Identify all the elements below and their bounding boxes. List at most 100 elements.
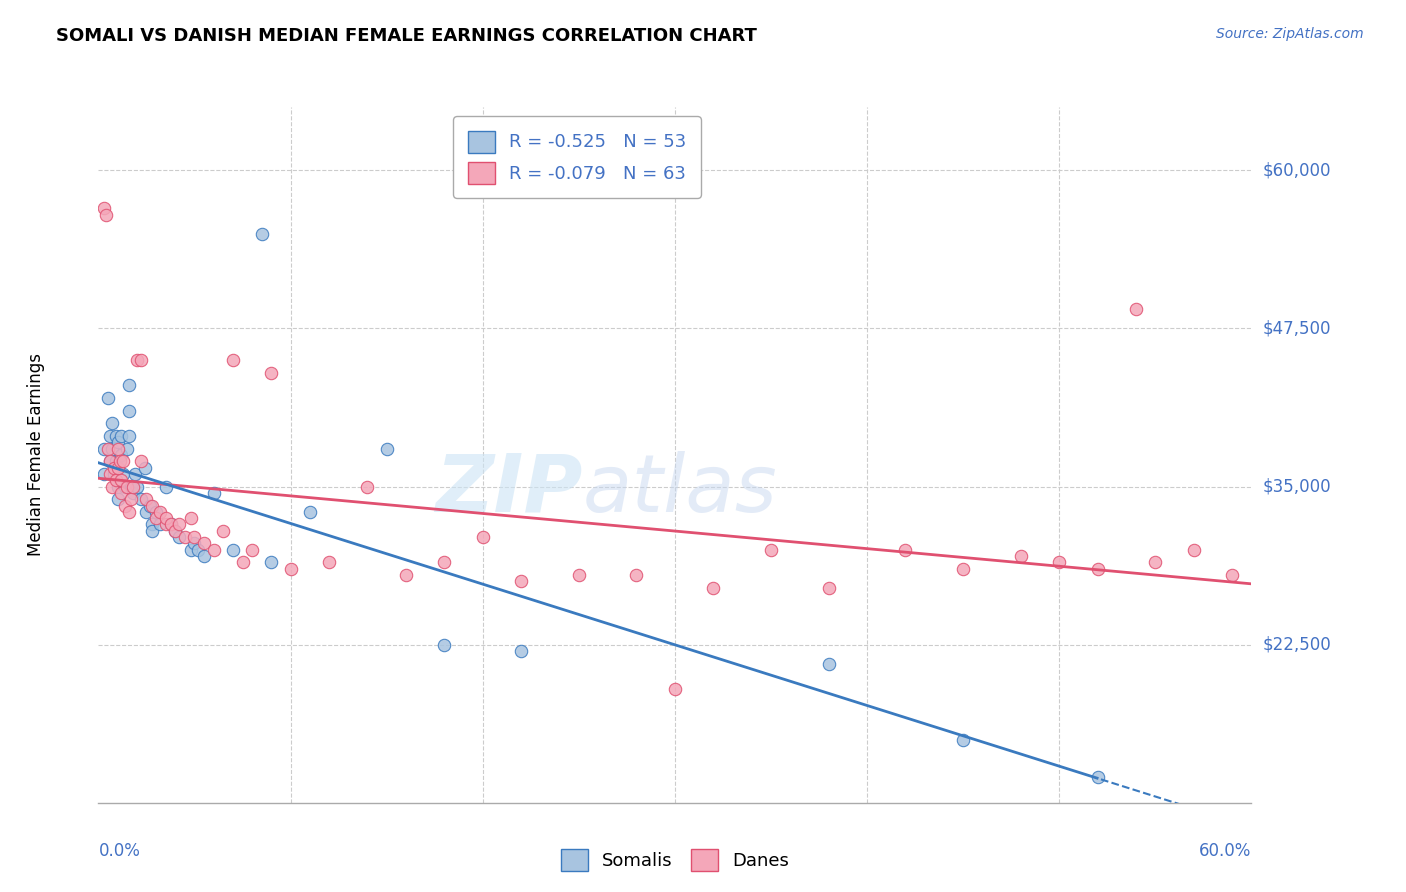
Point: [165, 524, 187, 538]
Point: [98, 467, 121, 481]
Point: [135, 492, 157, 507]
Point: [193, 536, 215, 550]
Point: [1087, 562, 1109, 576]
Point: [110, 473, 132, 487]
Point: [124, 467, 146, 481]
Point: [141, 524, 163, 538]
Point: [97, 391, 120, 405]
Point: [1125, 302, 1147, 317]
Point: [103, 460, 125, 475]
Point: [180, 511, 202, 525]
Point: [118, 505, 141, 519]
Point: [108, 454, 131, 468]
Point: [260, 366, 283, 380]
Point: [107, 442, 129, 456]
Text: SOMALI VS DANISH MEDIAN FEMALE EARNINGS CORRELATION CHART: SOMALI VS DANISH MEDIAN FEMALE EARNINGS …: [56, 27, 756, 45]
Point: [104, 429, 127, 443]
Point: [141, 517, 163, 532]
Point: [98, 429, 121, 443]
Text: $60,000: $60,000: [1263, 161, 1331, 179]
Text: Source: ZipAtlas.com: Source: ZipAtlas.com: [1216, 27, 1364, 41]
Text: ZIP: ZIP: [436, 450, 582, 529]
Point: [129, 454, 152, 468]
Text: 60.0%: 60.0%: [1199, 842, 1251, 860]
Point: [134, 460, 156, 475]
Point: [167, 517, 190, 532]
Point: [93, 467, 115, 481]
Point: [110, 448, 132, 462]
Point: [118, 403, 141, 417]
Text: $35,000: $35,000: [1263, 477, 1331, 496]
Legend: R = -0.525   N = 53, R = -0.079   N = 63: R = -0.525 N = 53, R = -0.079 N = 63: [453, 116, 702, 198]
Point: [94, 208, 117, 222]
Point: [98, 454, 121, 468]
Point: [114, 479, 136, 493]
Point: [149, 517, 172, 532]
Point: [149, 505, 172, 519]
Point: [894, 542, 917, 557]
Point: [952, 562, 974, 576]
Legend: Somalis, Danes: Somalis, Danes: [554, 842, 796, 879]
Point: [117, 479, 138, 493]
Point: [174, 530, 197, 544]
Point: [122, 479, 145, 493]
Point: [135, 505, 157, 519]
Point: [155, 511, 177, 525]
Point: [626, 568, 648, 582]
Point: [187, 542, 209, 557]
Point: [107, 435, 129, 450]
Point: [250, 227, 273, 241]
Point: [240, 542, 263, 557]
Point: [180, 542, 202, 557]
Point: [222, 542, 245, 557]
Point: [139, 499, 162, 513]
Point: [702, 581, 724, 595]
Point: [118, 378, 141, 392]
Point: [510, 574, 533, 589]
Point: [183, 536, 205, 550]
Point: [101, 479, 124, 493]
Point: [260, 556, 283, 570]
Point: [433, 556, 456, 570]
Point: [212, 524, 235, 538]
Point: [817, 657, 839, 671]
Point: [165, 524, 187, 538]
Text: $47,500: $47,500: [1263, 319, 1331, 337]
Point: [98, 454, 121, 468]
Point: [1220, 568, 1243, 582]
Point: [160, 517, 183, 532]
Point: [145, 505, 167, 519]
Point: [125, 353, 148, 368]
Point: [93, 201, 115, 215]
Point: [107, 492, 129, 507]
Point: [101, 417, 124, 431]
Text: $22,500: $22,500: [1263, 636, 1331, 654]
Point: [202, 542, 225, 557]
Point: [129, 492, 152, 507]
Point: [510, 644, 533, 658]
Point: [1182, 542, 1205, 557]
Point: [107, 460, 129, 475]
Point: [145, 511, 167, 525]
Point: [568, 568, 591, 582]
Point: [112, 454, 135, 468]
Point: [129, 353, 152, 368]
Point: [155, 517, 177, 532]
Point: [117, 442, 138, 456]
Point: [298, 505, 321, 519]
Point: [356, 479, 378, 493]
Point: [433, 638, 456, 652]
Point: [1144, 556, 1167, 570]
Point: [107, 479, 129, 493]
Point: [193, 549, 215, 563]
Point: [103, 467, 125, 481]
Point: [120, 492, 142, 507]
Point: [1047, 556, 1070, 570]
Point: [1010, 549, 1032, 563]
Point: [118, 429, 141, 443]
Text: 0.0%: 0.0%: [98, 842, 141, 860]
Point: [101, 442, 124, 456]
Point: [110, 486, 132, 500]
Point: [952, 732, 974, 747]
Point: [664, 681, 686, 696]
